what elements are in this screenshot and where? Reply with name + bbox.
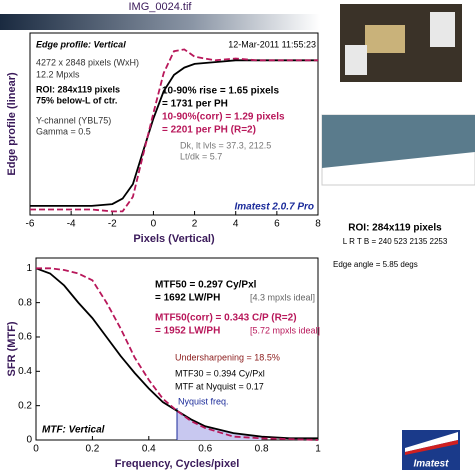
annotation: 12.2 Mpxls	[36, 69, 80, 79]
annotation: MTF50 = 0.297 Cy/Pxl	[155, 280, 257, 291]
lrtb: L R T B = 240 523 2135 2253	[343, 237, 448, 246]
annotation: 10-90% rise = 1.65 pixels	[162, 86, 279, 97]
x-tick-label: 2	[192, 219, 198, 230]
x-axis-label: Frequency, Cycles/pixel	[115, 458, 240, 470]
annotation: = 1692 LW/PH	[155, 293, 220, 304]
x-tick-label: -2	[108, 219, 117, 230]
annotation: = 1731 per PH	[162, 99, 228, 110]
target	[430, 12, 455, 47]
title: IMG_0024.tif	[129, 1, 193, 13]
annotation: Gamma = 0.5	[36, 126, 91, 136]
x-tick-label: 8	[315, 219, 321, 230]
x-tick-label: -4	[67, 219, 76, 230]
y-tick-label: 0.2	[18, 400, 32, 411]
series-line	[30, 48, 318, 213]
annotation: MTF at Nyquist = 0.17	[175, 381, 264, 391]
x-tick-label: 0.2	[85, 444, 99, 455]
edge-angle: Edge angle = 5.85 degs	[333, 260, 418, 269]
x-tick-label: 0	[33, 444, 39, 455]
gradient-bar	[0, 14, 320, 30]
annotation: [4.3 mpxls ideal]	[250, 292, 315, 302]
annotation: Edge profile: Vertical	[36, 39, 126, 49]
annotation: = 2201 per PH (R=2)	[162, 125, 256, 136]
annotation: 10-90%(corr) = 1.29 pixels	[162, 112, 285, 123]
x-tick-label: 0.8	[255, 444, 269, 455]
annotation: = 1952 LW/PH	[155, 326, 220, 337]
series-line	[36, 267, 319, 441]
y-axis-label: Edge profile (linear)	[6, 72, 18, 176]
y-tick-label: 0.8	[18, 297, 32, 308]
annotation: 4272 x 2848 pixels (WxH)	[36, 57, 139, 67]
annotation: MTF50(corr) = 0.343 C/P (R=2)	[155, 313, 297, 324]
x-tick-label: 0.4	[142, 444, 156, 455]
logo-stripe	[405, 440, 458, 455]
annotation: 12-Mar-2011 11:55:23	[228, 39, 316, 49]
plot-area	[29, 32, 319, 216]
annotation: ROI: 284x119 pixels	[36, 84, 120, 94]
x-tick-label: -6	[26, 219, 35, 230]
nyquist-area	[177, 410, 262, 440]
logo-stripe	[405, 432, 458, 452]
x-tick-label: 6	[274, 219, 280, 230]
roi-dark	[322, 115, 475, 168]
annotation: [5.72 mpxls ideal]	[250, 325, 320, 335]
x-tick-label: 4	[233, 219, 239, 230]
annotation: Undersharpening = 18.5%	[175, 352, 280, 362]
annotation: Lt/dk = 5.7	[180, 151, 222, 161]
annotation: Y-channel (YBL75)	[36, 115, 111, 125]
y-tick-label: 1	[26, 263, 32, 274]
y-tick-label: 0.4	[18, 366, 32, 377]
target	[345, 45, 367, 75]
annotation: Imatest 2.0.7 Pro	[235, 202, 314, 213]
annotation: 75% below-L of ctr.	[36, 95, 117, 105]
logo-text: Imatest	[413, 459, 449, 470]
chart-target	[365, 25, 405, 53]
y-tick-label: 0.6	[18, 332, 32, 343]
roi: ROI: 284x119 pixels	[348, 223, 442, 234]
annotation: MTF: Vertical	[42, 425, 105, 436]
series-line	[35, 267, 318, 440]
x-axis-label: Pixels (Vertical)	[133, 233, 215, 245]
annotation: Nyquist freq.	[178, 396, 229, 406]
x-tick-label: 0.6	[198, 444, 212, 455]
annotation: Dk, lt lvls = 37.3, 212.5	[180, 140, 271, 150]
y-tick-label: 0	[26, 435, 32, 446]
annotation: MTF30 = 0.394 Cy/Pxl	[175, 368, 265, 378]
x-tick-label: 0	[151, 219, 157, 230]
x-tick-label: 1	[315, 444, 321, 455]
y-axis-label: SFR (MTF)	[6, 321, 18, 376]
